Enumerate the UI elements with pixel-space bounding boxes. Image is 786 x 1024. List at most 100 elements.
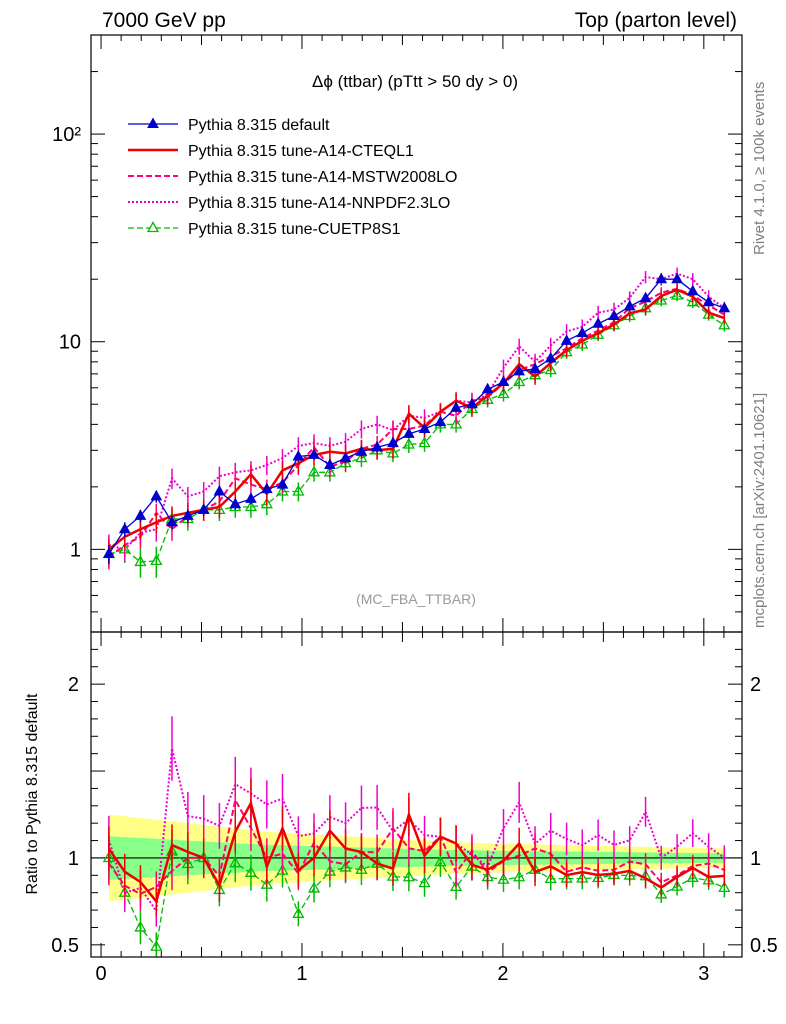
main-point-cuetp8s1 (307, 465, 321, 477)
plot-watermark: (MC_FBA_TTBAR) (356, 591, 476, 607)
main-y-tick-label: 1 (70, 539, 81, 561)
ratio-point-cuetp8s1 (292, 906, 305, 918)
ratio-point-cuetp8s1 (229, 856, 242, 868)
x-tick-label: 3 (698, 963, 709, 985)
main-point-default (655, 272, 668, 284)
legend-entry-mstw: Pythia 8.315 tune-A14-MSTW2008LO (128, 169, 457, 186)
legend-label-nnpdf: Pythia 8.315 tune-A14-NNPDF2.3LO (188, 195, 450, 212)
main-point-cuetp8s1 (244, 500, 258, 512)
main-point-default (513, 364, 526, 376)
main-point-cuetp8s1 (134, 555, 147, 567)
ratio-point-cuetp8s1 (686, 870, 699, 882)
ratio-line-mstw (108, 797, 725, 896)
ratio-y-tick-label-right: 2 (750, 674, 761, 696)
legend-entry-cteql1: Pythia 8.315 tune-A14-CTEQL1 (128, 143, 414, 160)
main-point-default (292, 449, 305, 461)
main-point-cuetp8s1 (718, 318, 731, 330)
main-point-default (671, 272, 683, 284)
legend-label-cteql1: Pythia 8.315 tune-A14-CTEQL1 (188, 143, 414, 160)
ratio-panel: 0 1 2 3 0.5 0.5 1 1 2 2 (51, 631, 778, 985)
main-y-tick-label: 10 (59, 332, 81, 354)
main-point-default (529, 362, 541, 373)
legend-entry-cuetp8s1: Pythia 8.315 tune-CUETP8S1 (128, 221, 401, 238)
main-point-cuetp8s1 (670, 288, 684, 300)
main-point-default (166, 515, 178, 527)
ratio-point-cuetp8s1 (718, 881, 731, 893)
main-point-default (245, 492, 257, 503)
main-point-default (308, 448, 320, 459)
main-point-cuetp8s1 (497, 387, 510, 399)
ratio-point-cuetp8s1 (402, 870, 415, 882)
main-point-default (339, 451, 352, 463)
main-point-default (403, 427, 415, 438)
main-point-cuetp8s1 (418, 436, 431, 448)
legend-label-default: Pythia 8.315 default (188, 117, 330, 134)
main-point-default (608, 309, 620, 321)
legend-marker-default (147, 117, 159, 128)
x-tick-label: 1 (296, 963, 307, 985)
main-point-default (103, 547, 115, 558)
main-point-default (544, 351, 557, 363)
main-point-default (181, 509, 194, 520)
main-point-cuetp8s1 (513, 375, 526, 387)
ratio-y-tick-label-right: 0.5 (750, 935, 778, 957)
main-point-default (639, 291, 652, 303)
main-point-default (276, 478, 289, 489)
main-series-cuetp8s1 (102, 288, 731, 578)
main-series-mstw (108, 283, 726, 570)
ratio-series-cteql1 (107, 778, 726, 916)
x-tick-label: 2 (497, 963, 508, 985)
ratio-point-cuetp8s1 (276, 863, 289, 875)
ratio-point-cuetp8s1 (544, 872, 557, 884)
main-point-default (260, 482, 273, 494)
main-point-default (718, 301, 731, 313)
main-point-default (387, 436, 399, 448)
main-point-cuetp8s1 (260, 497, 273, 509)
ratio-point-cuetp8s1 (513, 870, 526, 882)
main-series-cteql1 (108, 284, 726, 561)
ratio-point-cuetp8s1 (244, 865, 258, 877)
mcplots-label: mcplots.cern.ch [arXiv:2401.10621] (751, 393, 768, 628)
main-y-tick-label: 10² (52, 124, 81, 146)
main-point-default (355, 445, 368, 456)
ratio-point-cuetp8s1 (355, 862, 368, 874)
main-point-default (197, 503, 210, 514)
legend-entry-nnpdf: Pythia 8.315 tune-A14-NNPDF2.3LO (128, 195, 450, 212)
ratio-line-cteql1 (107, 799, 725, 905)
main-panel: 1 10 10² (52, 34, 743, 633)
main-point-default (481, 382, 494, 394)
main-line-cteql1 (108, 288, 725, 551)
plot-title: Δϕ (ttbar) (pTtt > 50 dy > 0) (312, 72, 518, 91)
main-point-cuetp8s1 (402, 437, 415, 449)
ratio-y-tick-label: 1 (68, 848, 79, 870)
ratio-frame (90, 631, 743, 958)
main-point-default (213, 484, 226, 496)
legend-marker-cuetp8s1 (146, 221, 160, 233)
ratio-y-tick-label: 0.5 (51, 935, 79, 957)
main-point-default (371, 440, 383, 452)
main-point-default (592, 317, 604, 328)
legend: Pythia 8.315 default Pythia 8.315 tune-A1… (128, 117, 457, 238)
main-point-default (118, 522, 131, 534)
main-point-cuetp8s1 (686, 295, 699, 307)
ratio-point-cuetp8s1 (260, 877, 273, 889)
main-point-default (466, 397, 478, 409)
main-point-cuetp8s1 (292, 484, 305, 496)
ratio-y-tick-label-right: 1 (750, 848, 761, 870)
ratio-y-axis-label: Ratio to Pythia 8.315 default (24, 693, 41, 895)
header-left: 7000 GeV pp (102, 9, 226, 32)
main-line-default (108, 278, 725, 555)
ratio-y-tick-label: 2 (68, 674, 79, 696)
ratio-line-nnpdf (107, 748, 725, 914)
ratio-point-cuetp8s1 (434, 855, 447, 867)
legend-label-mstw: Pythia 8.315 tune-A14-MSTW2008LO (188, 169, 457, 186)
ratio-point-cuetp8s1 (418, 876, 431, 888)
main-point-cuetp8s1 (276, 484, 289, 496)
main-point-default (434, 415, 447, 427)
main-point-default (324, 458, 336, 469)
ratio-point-cuetp8s1 (150, 939, 163, 951)
main-point-cuetp8s1 (544, 363, 557, 375)
ratio-point-cuetp8s1 (449, 880, 463, 892)
ratio-point-cuetp8s1 (497, 872, 510, 884)
